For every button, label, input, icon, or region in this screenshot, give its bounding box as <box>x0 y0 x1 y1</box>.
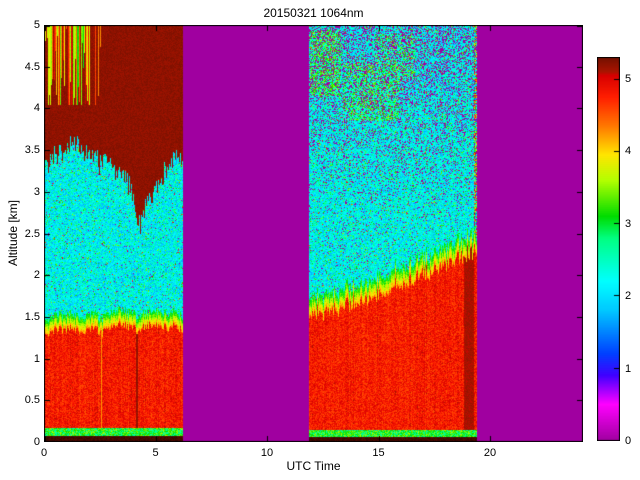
x-tick-label: 15 <box>372 447 385 459</box>
colorbar-tick-label: 1 <box>625 362 632 375</box>
heatmap-plot-canvas <box>44 25 583 442</box>
y-tick-label: 4.5 <box>24 60 40 73</box>
y-tick-label: 4 <box>33 102 40 115</box>
y-tick-label: 5 <box>33 19 40 31</box>
colorbar-canvas <box>597 57 620 441</box>
x-tick-label: 10 <box>260 447 274 459</box>
y-tick-label: 2.5 <box>24 227 40 240</box>
y-tick-label: 0.5 <box>24 394 40 407</box>
y-tick-label: 3 <box>33 185 40 198</box>
colorbar-tick-label: 3 <box>625 217 632 230</box>
colorbar-tick-label: 5 <box>625 72 632 85</box>
x-tick-label: 5 <box>152 447 159 459</box>
x-tick-label: 20 <box>483 447 497 459</box>
chart-title: 20150321 1064nm <box>263 6 364 20</box>
x-tick-label: 0 <box>40 447 48 459</box>
colorbar-tick-label: 0 <box>625 435 632 447</box>
y-tick-label: 0 <box>33 436 40 448</box>
y-tick-label: 3.5 <box>24 144 40 157</box>
colorbar-tick-label: 2 <box>625 290 632 303</box>
y-tick-label: 1 <box>33 352 40 365</box>
x-axis-label: UTC Time <box>286 459 341 473</box>
y-tick-label: 2 <box>33 269 40 282</box>
y-tick-label: 1.5 <box>24 310 40 323</box>
colorbar-tick-label: 4 <box>625 145 632 158</box>
